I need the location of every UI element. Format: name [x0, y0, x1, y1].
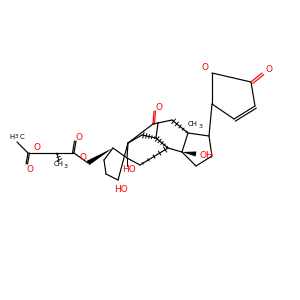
Text: C: C	[20, 134, 24, 140]
Text: H: H	[9, 134, 15, 140]
Text: HO: HO	[122, 166, 136, 175]
Text: O: O	[155, 103, 163, 112]
Polygon shape	[182, 152, 196, 157]
Text: 3: 3	[14, 134, 18, 140]
Text: O: O	[26, 164, 34, 173]
Text: 3: 3	[199, 124, 203, 130]
Text: O: O	[34, 143, 40, 152]
Text: O: O	[266, 65, 272, 74]
Text: CH: CH	[188, 121, 198, 127]
Polygon shape	[87, 148, 113, 165]
Text: CH: CH	[54, 161, 64, 167]
Text: O: O	[80, 154, 86, 163]
Text: O: O	[202, 64, 208, 73]
Text: O: O	[76, 133, 82, 142]
Text: 3: 3	[64, 164, 68, 169]
Text: OH: OH	[199, 151, 213, 160]
Text: HO: HO	[114, 185, 128, 194]
